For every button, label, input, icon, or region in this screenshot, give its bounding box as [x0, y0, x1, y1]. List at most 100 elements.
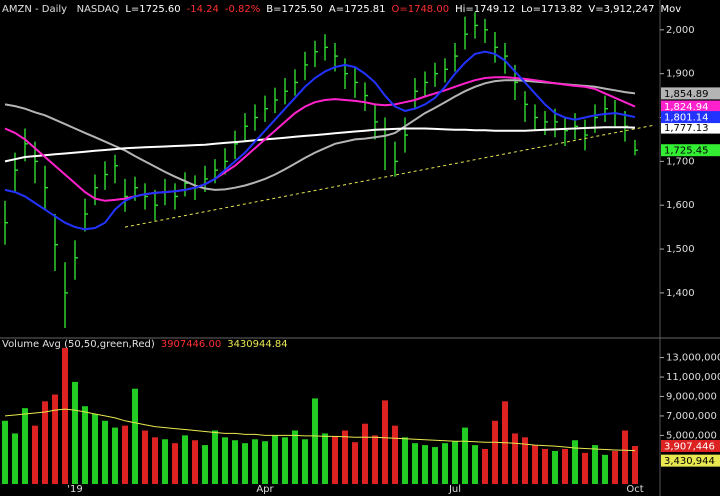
- volume-bar: [172, 443, 178, 484]
- series-end-label: 1,854.89: [664, 89, 709, 100]
- x-tick-label: Oct: [626, 484, 643, 495]
- volume-bar: [592, 445, 598, 484]
- header-text: Mov: [660, 4, 681, 15]
- volume-bar: [252, 439, 258, 484]
- volume-bar: [462, 427, 468, 484]
- volume-bar: [472, 445, 478, 484]
- volume-bar: [152, 437, 158, 484]
- volume-bar: [212, 430, 218, 484]
- volume-bar: [572, 440, 578, 484]
- volume-bar: [322, 433, 328, 484]
- y-tick-label: 1,900: [666, 69, 695, 80]
- header-text: -0.82%: [225, 4, 260, 15]
- y-tick-label: 1,400: [666, 288, 695, 299]
- moving-average: [4, 79, 636, 191]
- volume-bar: [92, 413, 98, 484]
- volume-bar: [312, 398, 318, 484]
- volume-bar: [602, 454, 608, 484]
- volume-average: [4, 408, 636, 452]
- volume-bar: [242, 443, 248, 484]
- series-end-label-box: [661, 111, 720, 124]
- volume-bar: [422, 445, 428, 484]
- volume-bar: [162, 439, 168, 484]
- volume-bar: [42, 401, 48, 484]
- volume-bar: [302, 439, 308, 484]
- series-end-label: 1,801.14: [664, 113, 709, 124]
- volume-bar: [22, 408, 28, 484]
- header-text: V=3,912,247: [588, 4, 654, 15]
- series-end-label-box: [661, 454, 720, 467]
- volume-bar: [192, 440, 198, 484]
- volume-bar: [582, 452, 588, 484]
- volume-bar: [452, 441, 458, 484]
- y-tick-label: 9,000,000: [666, 391, 717, 402]
- volume-bar: [542, 448, 548, 484]
- y-tick-label: 7,000,000: [666, 411, 717, 422]
- series-end-label-box: [661, 87, 720, 100]
- volume-bar: [532, 445, 538, 484]
- volume-bar: [222, 437, 228, 484]
- series-end-label: 1,824.94: [664, 102, 709, 113]
- volume-bar: [72, 381, 78, 484]
- y-tick-label: 1,500: [666, 244, 695, 255]
- y-tick-label: 5,000,000: [666, 430, 717, 441]
- volume-bar: [362, 423, 368, 484]
- volume-bar: [182, 435, 188, 484]
- volume-bar: [82, 406, 88, 484]
- volume-bar: [412, 443, 418, 484]
- header-text: L=1725.60: [125, 4, 180, 15]
- y-tick-label: 13,000,000: [666, 353, 720, 364]
- y-tick-label: 1,700: [666, 156, 695, 167]
- volume-bar: [352, 442, 358, 484]
- header-text: 3430944.84: [227, 339, 287, 350]
- volume-bar: [492, 420, 498, 484]
- moving-average: [4, 50, 636, 231]
- series-end-label-box: [661, 121, 720, 134]
- header-text: 3907446.00: [161, 339, 221, 350]
- volume-bar: [442, 443, 448, 484]
- volume-bar: [372, 435, 378, 484]
- x-tick-label: Apr: [256, 484, 274, 495]
- header-text: A=1725.81: [329, 4, 386, 15]
- volume-bar: [262, 441, 268, 484]
- volume-bar: [62, 347, 68, 484]
- series-end-label: 3,430,944: [664, 456, 715, 467]
- volume-bar: [392, 425, 398, 484]
- volume-bar: [432, 447, 438, 484]
- volume-bar: [132, 388, 138, 484]
- volume-bar: [232, 440, 238, 484]
- volume-bar: [102, 420, 108, 484]
- volume-bar: [622, 430, 628, 484]
- series-end-label: 1,777.13: [664, 123, 709, 134]
- volume-bar: [112, 427, 118, 484]
- header-text: Lo=1713.82: [521, 4, 582, 15]
- volume-bar: [32, 425, 38, 484]
- volume-bar: [522, 437, 528, 484]
- volume-bar: [52, 394, 58, 484]
- header-text: Volume Avg (50,50,green,Red): [2, 339, 155, 350]
- volume-bar: [482, 448, 488, 484]
- volume-bar: [402, 437, 408, 484]
- volume-bar: [382, 400, 388, 484]
- volume-bar: [512, 433, 518, 484]
- volume-bar: [632, 446, 638, 484]
- y-tick-label: 11,000,000: [666, 372, 720, 383]
- header-text: AMZN - Daily NASDAQ: [2, 4, 119, 15]
- volume-end-label: 3,907,446: [664, 442, 715, 453]
- volume-bar: [142, 430, 148, 484]
- volume-bar: [2, 420, 8, 484]
- volume-bar: [202, 445, 208, 484]
- header-text: O=1748.00: [391, 4, 449, 15]
- volume-bar: [612, 450, 618, 484]
- moving-average: [4, 76, 636, 202]
- header-text: B=1725.50: [266, 4, 323, 15]
- last-price-label: 1,725.45: [664, 146, 709, 157]
- header-text: Hi=1749.12: [455, 4, 515, 15]
- y-tick-label: 1,600: [666, 200, 695, 211]
- volume-end-label-box: [661, 440, 720, 453]
- last-price-label-box: [661, 144, 720, 157]
- moving-average: [4, 126, 636, 163]
- header-text: -14.24: [187, 4, 219, 15]
